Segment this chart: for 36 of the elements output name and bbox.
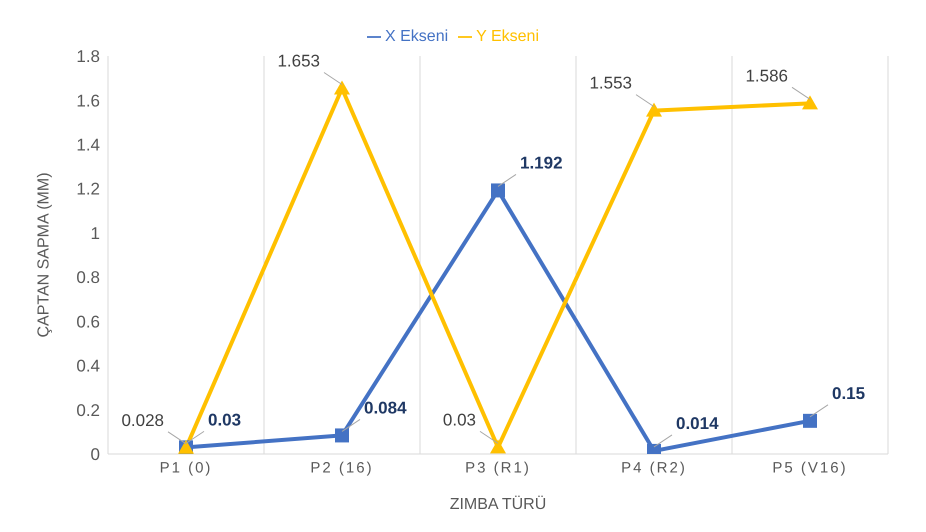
data-label: 1.653 xyxy=(277,52,320,71)
data-label: 0.084 xyxy=(364,398,408,418)
x-tick-label: P4 (R2) xyxy=(621,460,687,477)
point xyxy=(490,439,506,454)
legend-label: X Ekseni xyxy=(385,28,448,45)
data-label: 0.03 xyxy=(208,410,242,430)
y-tick-label: 1.8 xyxy=(76,47,100,66)
point xyxy=(335,428,349,442)
data-label: 0.15 xyxy=(832,384,866,403)
data-label: 1.586 xyxy=(745,66,788,86)
y-tick-label: 0 xyxy=(90,445,100,464)
y-tick-label: 1.6 xyxy=(76,91,100,110)
legend-label: Y Ekseni xyxy=(476,28,539,45)
x-tick-label: P5 (V16) xyxy=(772,460,848,477)
y-tick-label: 1 xyxy=(90,224,100,243)
x-tick-label: P1 (0) xyxy=(160,460,212,477)
data-label: 0.014 xyxy=(676,414,720,433)
point xyxy=(802,95,818,110)
data-label: 1.553 xyxy=(589,74,632,93)
y-tick-label: 1.4 xyxy=(76,135,100,154)
x-tick-label: P2 (16) xyxy=(310,460,374,477)
y-tick-label: 0.6 xyxy=(76,312,100,332)
point xyxy=(491,183,505,198)
y-tick-label: 0.8 xyxy=(76,268,100,288)
point xyxy=(803,414,817,428)
x-tick-label: P3 (R1) xyxy=(465,460,531,477)
data-label: 0.028 xyxy=(121,410,164,430)
point xyxy=(646,102,662,117)
data-label: 0.03 xyxy=(442,410,476,430)
y-tick-label: 0.4 xyxy=(76,356,100,376)
y-axis-title: ÇAPTAN SAPMA (MM) xyxy=(36,172,53,338)
y-tick-label: 0.2 xyxy=(76,400,100,420)
y-tick-label: 1.2 xyxy=(76,180,100,199)
point xyxy=(334,80,350,95)
data-label: 1.192 xyxy=(520,153,563,172)
x-axis-title: ZIMBA TÜRÜ xyxy=(450,495,546,513)
